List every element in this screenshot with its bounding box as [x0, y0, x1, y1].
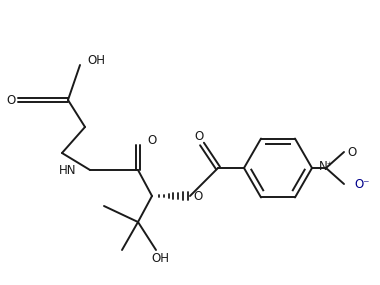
Text: O⁻: O⁻	[354, 178, 369, 190]
Text: O: O	[193, 190, 203, 203]
Text: N⁺: N⁺	[318, 160, 333, 174]
Text: O: O	[147, 135, 156, 148]
Text: O: O	[6, 93, 16, 107]
Text: HN: HN	[59, 164, 76, 176]
Text: O: O	[195, 129, 204, 142]
Text: O: O	[347, 146, 356, 158]
Text: OH: OH	[151, 253, 169, 266]
Text: OH: OH	[87, 54, 105, 66]
